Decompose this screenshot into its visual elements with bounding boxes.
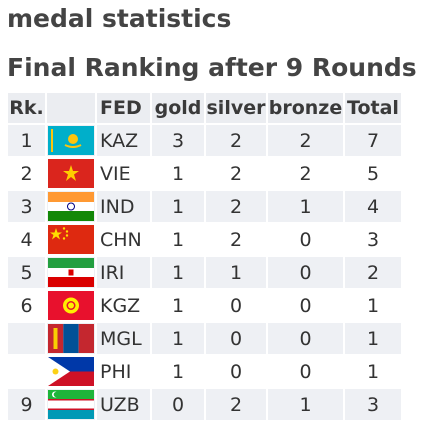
silver-cell: 2 — [206, 389, 266, 420]
mongolia-flag-icon — [48, 324, 94, 353]
silver-cell: 0 — [206, 356, 266, 387]
total-cell: 3 — [345, 389, 401, 420]
table-row: 1 KAZ 3 2 2 7 — [8, 125, 401, 156]
bronze-cell: 1 — [268, 389, 343, 420]
col-total-header[interactable]: Total — [345, 93, 401, 123]
total-cell: 3 — [345, 224, 401, 255]
bronze-cell: 0 — [268, 224, 343, 255]
table-row: MGL 1 0 0 1 — [8, 323, 401, 354]
fed-link[interactable]: VIE — [97, 158, 150, 189]
col-gold-header[interactable]: gold — [152, 93, 204, 123]
fed-link[interactable]: KGZ — [97, 290, 150, 321]
table-row: PHI 1 0 0 1 — [8, 356, 401, 387]
total-cell: 4 — [345, 191, 401, 222]
bronze-cell: 0 — [268, 257, 343, 288]
bronze-cell: 0 — [268, 290, 343, 321]
col-rank-header[interactable]: Rk. — [8, 93, 45, 123]
total-cell: 1 — [345, 323, 401, 354]
silver-cell: 1 — [206, 257, 266, 288]
kyrgyzstan-flag-icon — [48, 291, 94, 320]
gold-cell: 1 — [152, 224, 204, 255]
col-silver-header[interactable]: silver — [206, 93, 266, 123]
iran-flag-icon — [48, 258, 94, 287]
fed-link[interactable]: MGL — [97, 323, 150, 354]
gold-cell: 1 — [152, 158, 204, 189]
rank-cell: 9 — [8, 389, 45, 420]
fed-link[interactable]: IND — [97, 191, 150, 222]
rank-cell: 5 — [8, 257, 45, 288]
silver-cell: 2 — [206, 191, 266, 222]
total-cell: 1 — [345, 290, 401, 321]
india-flag-icon — [48, 192, 94, 221]
bronze-cell: 2 — [268, 158, 343, 189]
silver-cell: 2 — [206, 125, 266, 156]
medal-table: Rk. FED gold silver bronze Total 1 KAZ 3… — [6, 91, 403, 422]
bronze-cell: 0 — [268, 356, 343, 387]
uzbekistan-flag-icon — [48, 390, 94, 419]
rank-cell: 4 — [8, 224, 45, 255]
silver-cell: 0 — [206, 323, 266, 354]
bronze-cell: 2 — [268, 125, 343, 156]
gold-cell: 1 — [152, 257, 204, 288]
col-flag-header — [47, 93, 95, 123]
gold-cell: 0 — [152, 389, 204, 420]
gold-cell: 1 — [152, 290, 204, 321]
gold-cell: 1 — [152, 191, 204, 222]
china-flag-icon — [48, 225, 94, 254]
col-fed-header[interactable]: FED — [97, 93, 150, 123]
section-heading: medal statistics — [7, 4, 232, 33]
total-cell: 2 — [345, 257, 401, 288]
rank-cell — [8, 356, 45, 387]
silver-cell: 2 — [206, 224, 266, 255]
fed-link[interactable]: IRI — [97, 257, 150, 288]
table-title: Final Ranking after 9 Rounds — [7, 53, 417, 82]
fed-link[interactable]: UZB — [97, 389, 150, 420]
col-bronze-header[interactable]: bronze — [268, 93, 343, 123]
kazakhstan-flag-icon — [48, 126, 94, 155]
table-row: 4 CHN 1 2 0 3 — [8, 224, 401, 255]
silver-cell: 0 — [206, 290, 266, 321]
bronze-cell: 0 — [268, 323, 343, 354]
table-row: 6 KGZ 1 0 0 1 — [8, 290, 401, 321]
table-row: 5 IRI 1 1 0 2 — [8, 257, 401, 288]
rank-cell: 6 — [8, 290, 45, 321]
total-cell: 5 — [345, 158, 401, 189]
rank-cell — [8, 323, 45, 354]
table-row: 2 VIE 1 2 2 5 — [8, 158, 401, 189]
gold-cell: 1 — [152, 356, 204, 387]
gold-cell: 1 — [152, 323, 204, 354]
fed-link[interactable]: PHI — [97, 356, 150, 387]
philippines-flag-icon — [48, 357, 94, 386]
bronze-cell: 1 — [268, 191, 343, 222]
total-cell: 1 — [345, 356, 401, 387]
fed-link[interactable]: CHN — [97, 224, 150, 255]
table-header-row: Rk. FED gold silver bronze Total — [8, 93, 401, 123]
silver-cell: 2 — [206, 158, 266, 189]
table-row: 3 IND 1 2 1 4 — [8, 191, 401, 222]
fed-link[interactable]: KAZ — [97, 125, 150, 156]
rank-cell: 1 — [8, 125, 45, 156]
vietnam-flag-icon — [48, 159, 94, 188]
table-row: 9 UZB 0 2 1 3 — [8, 389, 401, 420]
rank-cell: 2 — [8, 158, 45, 189]
rank-cell: 3 — [8, 191, 45, 222]
total-cell: 7 — [345, 125, 401, 156]
gold-cell: 3 — [152, 125, 204, 156]
